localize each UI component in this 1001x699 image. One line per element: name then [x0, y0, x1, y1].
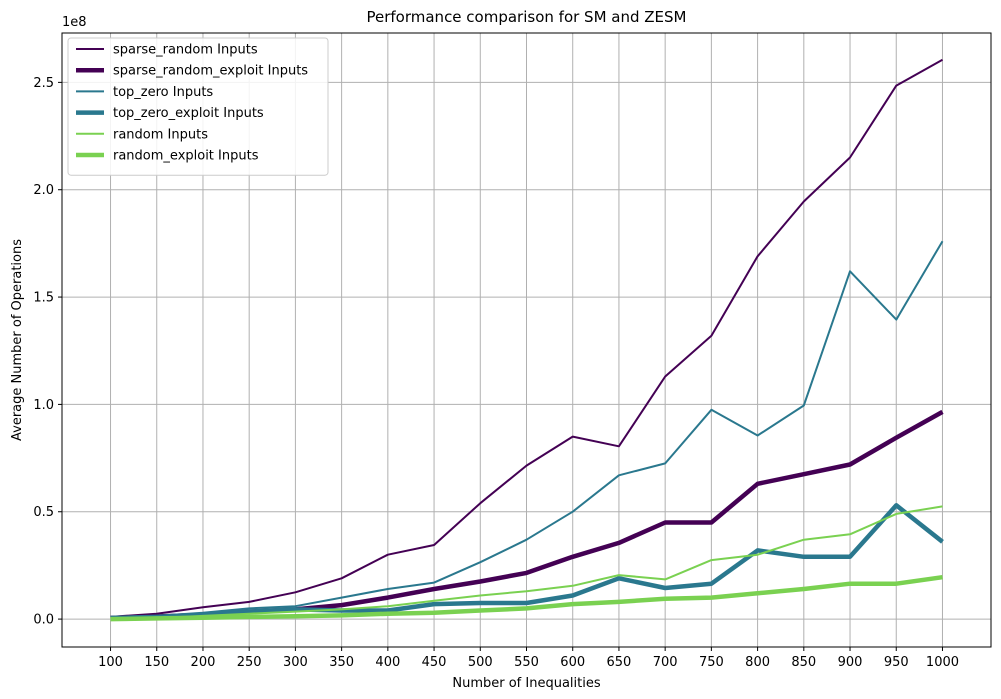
series-line-5 [110, 505, 943, 621]
legend-entry-label: sparse_random_exploit Inputs [113, 64, 308, 79]
legend-entry-label: sparse_random Inputs [113, 43, 258, 58]
x-tick-label: 400 [375, 655, 400, 670]
y-tick-label: 1.5 [33, 291, 54, 306]
x-tick-label: 550 [514, 655, 539, 670]
series-layer [110, 58, 944, 622]
x-tick-label: 650 [607, 655, 632, 670]
x-tick-label: 600 [560, 655, 585, 670]
x-tick-label: 100 [98, 655, 123, 670]
x-tick-label: 250 [237, 655, 262, 670]
legend-entry-label: top_zero_exploit Inputs [113, 106, 264, 121]
legend-entry-label: random_exploit Inputs [113, 149, 259, 164]
series-line-6 [110, 574, 943, 622]
x-tick-label: 950 [884, 655, 909, 670]
x-axis-ticks: 100 150 200 250 300 350 400 450 500 550 600 650 700 7… [98, 647, 959, 670]
series-line-1 [110, 58, 943, 618]
y-axis-ticks: 0.0 0.5 1.0 1.5 2.0 2.5 [33, 76, 62, 628]
x-tick-label: 900 [838, 655, 863, 670]
x-tick-label: 150 [144, 655, 169, 670]
series-line-3 [110, 240, 944, 618]
x-tick-label: 350 [329, 655, 354, 670]
legend-entry-label: random Inputs [113, 127, 208, 142]
x-tick-label: 1000 [926, 655, 959, 670]
legend: sparse_random Inputs sparse_random_exploi… [67, 37, 329, 176]
y-tick-label: 1.0 [33, 398, 54, 413]
x-tick-label: 700 [653, 655, 678, 670]
x-tick-label: 200 [191, 655, 216, 670]
x-tick-label: 750 [699, 655, 724, 670]
y-tick-label: 0.5 [33, 505, 54, 520]
x-tick-label: 800 [745, 655, 770, 670]
series-line-4 [110, 503, 944, 621]
legend-box [67, 37, 329, 176]
x-tick-label: 300 [283, 655, 308, 670]
y-tick-label: 2.0 [33, 183, 54, 198]
y-tick-label: 2.5 [33, 76, 54, 91]
legend-entry-label: top_zero Inputs [113, 85, 213, 100]
x-tick-label: 450 [422, 655, 447, 670]
x-tick-label: 500 [468, 655, 493, 670]
x-axis-label: Number of Inequalities [452, 676, 600, 691]
y-tick-label: 0.0 [33, 613, 54, 628]
y-axis-label: Average Number of Operations [10, 239, 25, 441]
y-axis-offset-text: 1e8 [62, 15, 87, 30]
chart-title: Performance comparison for SM and ZESM [366, 8, 686, 26]
x-tick-label: 850 [791, 655, 816, 670]
